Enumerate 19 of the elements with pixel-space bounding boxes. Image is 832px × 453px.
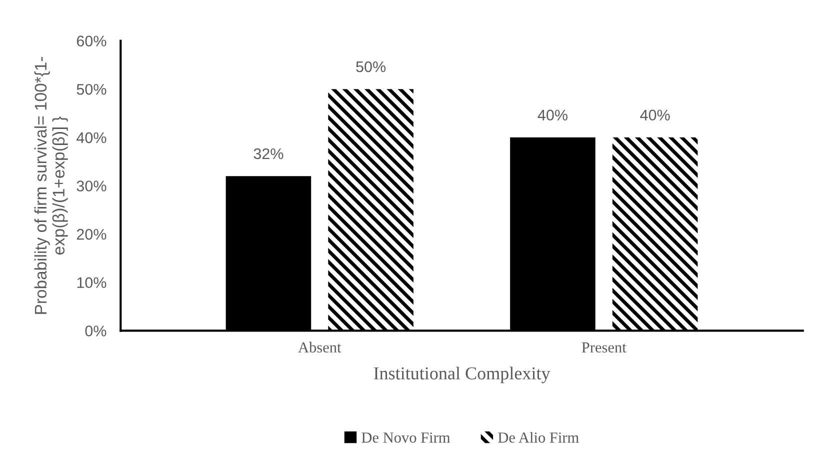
x-tick-label: Absent xyxy=(298,342,342,353)
y-axis-title: Probability of firm survival= 100*{1- exp(β)/(1+exp(β)] } xyxy=(34,57,68,314)
y-tick-label: 0% xyxy=(85,326,106,336)
data-label: 32% xyxy=(254,148,284,160)
data-label: 40% xyxy=(538,110,568,120)
y-tick-label: 30% xyxy=(76,180,106,192)
y-tick-label: 60% xyxy=(76,36,106,46)
x-axis-title: Institutional Complexity xyxy=(374,366,550,384)
bar xyxy=(612,137,698,331)
x-tick-label: Present xyxy=(582,342,626,353)
y-tick-label: 50% xyxy=(76,84,106,95)
data-label: 50% xyxy=(356,61,386,72)
y-tick-label: 40% xyxy=(76,132,106,144)
legend-label: De Alio Firm xyxy=(498,432,579,443)
data-label: 40% xyxy=(640,110,670,120)
y-tick-label: 10% xyxy=(77,277,106,288)
bar xyxy=(328,89,414,331)
y-tick-label: 20% xyxy=(76,228,106,240)
legend-label: De Novo Firm xyxy=(362,432,450,443)
